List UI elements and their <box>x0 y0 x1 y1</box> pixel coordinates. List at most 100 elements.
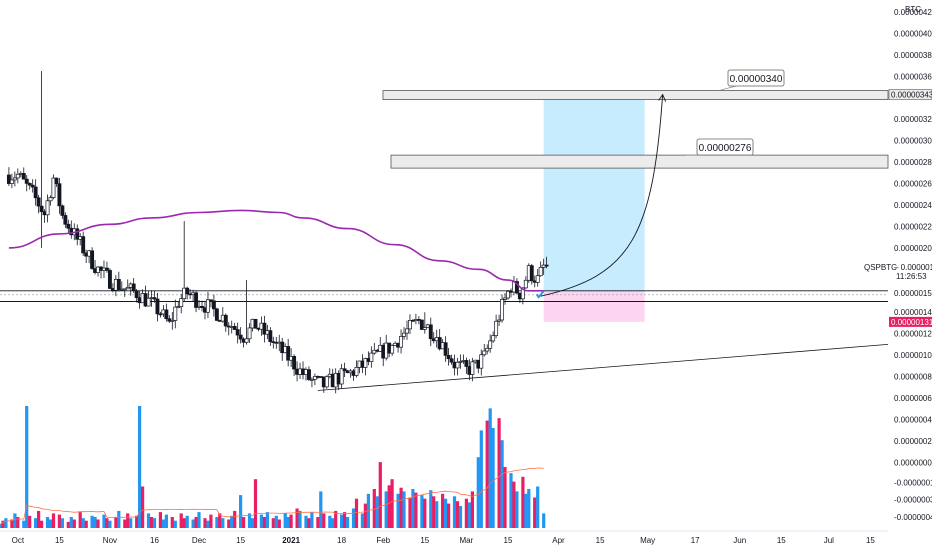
volume-bar <box>66 521 70 528</box>
volume-bar <box>72 519 76 528</box>
volume-bar <box>343 512 347 528</box>
volume-bar <box>25 406 29 528</box>
callout-target-high-label: 0.00000340 <box>730 74 783 85</box>
resistance-box-high[interactable] <box>382 90 889 100</box>
volume-bar <box>524 493 528 528</box>
candle-body <box>57 183 62 207</box>
candle-body <box>464 360 469 367</box>
ascending-trendline[interactable] <box>317 343 889 391</box>
last-price-label: – 0.00000182 <box>894 263 932 272</box>
horizontal-levels[interactable] <box>0 90 889 302</box>
volume-bar <box>117 510 121 528</box>
price-projection[interactable] <box>535 93 667 299</box>
target-zone <box>543 94 645 291</box>
volume-bar <box>298 510 302 528</box>
candle-body <box>36 197 41 207</box>
price-tick-label: 0.00000158 <box>894 289 932 298</box>
volume-bar <box>372 489 376 528</box>
volume-bar <box>491 428 495 528</box>
candle-body <box>12 177 17 181</box>
candle-body <box>24 178 29 184</box>
candle-body <box>514 281 519 294</box>
volume-bar <box>227 519 231 528</box>
candle-body <box>155 298 160 315</box>
candle-body <box>152 297 157 300</box>
candle-body <box>6 174 11 184</box>
volume-bar <box>331 518 335 528</box>
volume-bar <box>521 476 525 528</box>
time-axis[interactable]: Oct 15 Nov 16 Dec 15 2021 18 Feb 15 Mar 15 Apr 15 May 1… <box>0 530 888 545</box>
volume-bar <box>363 503 367 528</box>
volume-bar <box>129 518 133 528</box>
moving-average <box>8 209 544 292</box>
volume-bar <box>384 491 388 528</box>
volume-bar <box>444 498 448 528</box>
candle-body <box>104 267 109 271</box>
callout-target-high-box[interactable] <box>727 69 785 87</box>
volume-bar <box>536 486 540 528</box>
volume-bar <box>253 479 258 528</box>
volume-bar <box>423 498 427 528</box>
check-icon <box>535 290 545 299</box>
candle-body <box>185 287 190 295</box>
candle-body <box>402 332 406 337</box>
candle-body <box>208 299 213 302</box>
volume-bar <box>170 517 174 528</box>
volume-bar <box>265 512 269 528</box>
candle-body <box>247 327 252 340</box>
volume-bar <box>203 518 207 528</box>
trendlines[interactable] <box>317 343 889 391</box>
volume-bar <box>390 479 394 528</box>
candle-body <box>506 290 510 299</box>
stop-loss-badge-label: 0.00000131 <box>891 318 932 327</box>
candle-body <box>342 368 347 372</box>
volume-bar <box>497 418 501 528</box>
volume-bar <box>135 515 139 528</box>
stop-loss-badge <box>889 316 932 327</box>
time-tick-label: 15 <box>777 536 786 545</box>
candle-body <box>446 355 451 360</box>
candle-body <box>48 197 53 202</box>
time-tick-label: 2021 <box>282 536 300 545</box>
volume-bar <box>102 514 106 528</box>
volume-bar <box>408 497 412 528</box>
projection-curve[interactable] <box>540 94 664 297</box>
volume-bar <box>84 520 88 528</box>
volume-bar <box>354 498 359 528</box>
candle-body <box>458 361 463 363</box>
target-callouts[interactable]: 0.00000340 0.00000276 <box>685 69 785 156</box>
time-tick-label: 15 <box>420 536 429 545</box>
volume-bar <box>182 518 186 528</box>
volume-bar <box>123 519 127 528</box>
candle-body <box>39 205 44 212</box>
volume-bar <box>378 462 382 528</box>
volume-bar <box>447 503 451 528</box>
volume-bar <box>10 519 14 528</box>
ma-line <box>8 209 544 292</box>
candle-body <box>520 287 525 300</box>
candle-body <box>307 369 311 380</box>
candle-body <box>107 270 112 289</box>
callout-target-low-label: 0.00000276 <box>699 143 752 154</box>
candle-body <box>488 340 493 349</box>
candle-body <box>268 330 273 342</box>
time-tick-label: Jul <box>824 536 834 545</box>
candle-body <box>339 368 344 385</box>
volume-bar <box>22 520 26 528</box>
resistance-box-low[interactable] <box>390 154 889 169</box>
callout-target-low-box[interactable] <box>696 138 754 156</box>
volume-bar <box>158 512 162 528</box>
volume-bar <box>346 517 350 528</box>
candle-body <box>122 288 127 291</box>
candle-body <box>66 223 71 229</box>
